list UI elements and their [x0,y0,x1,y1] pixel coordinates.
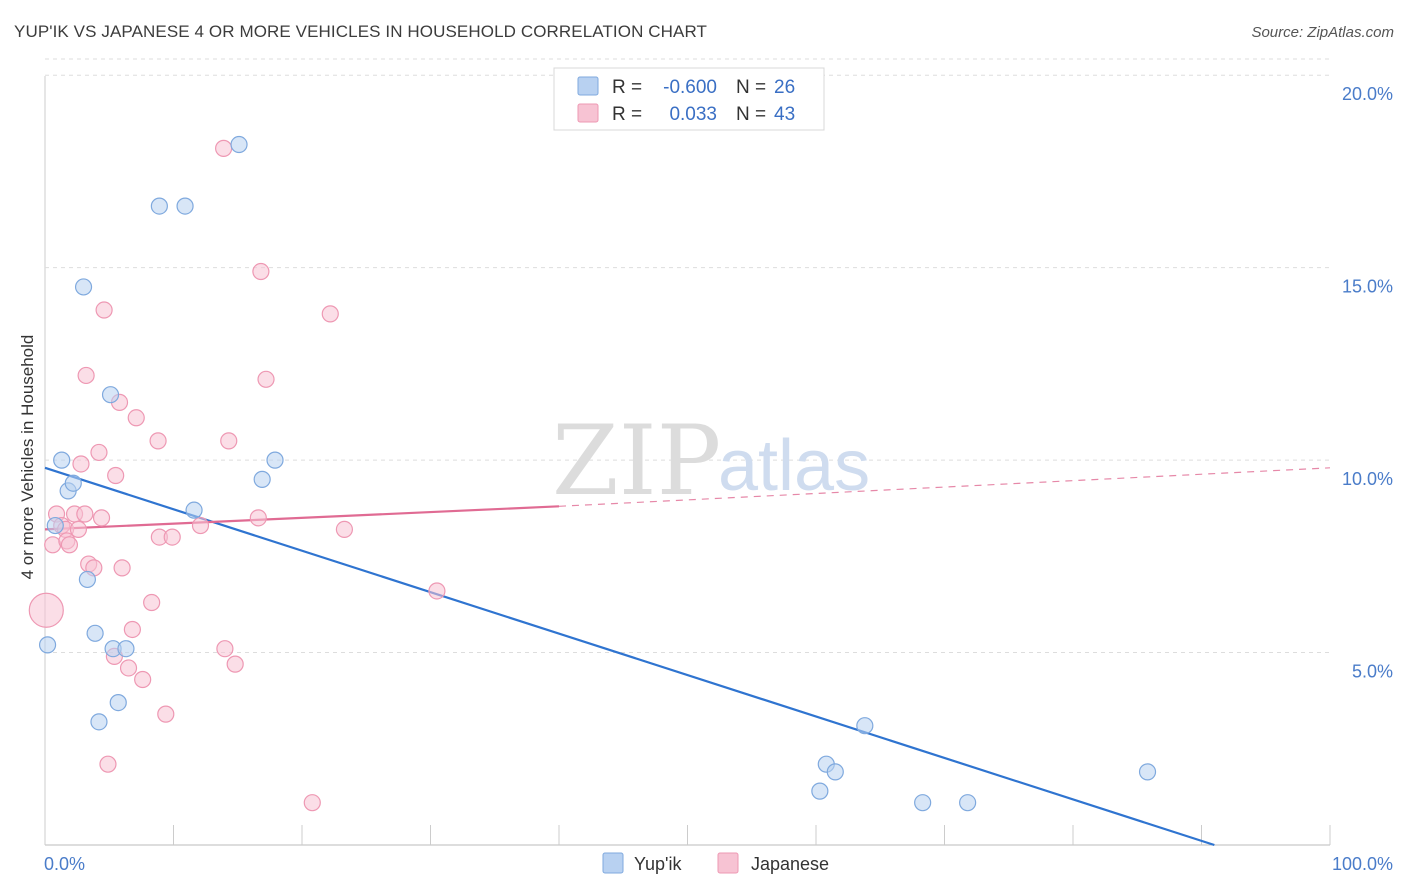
japanese-point-40 [321,305,339,323]
series-legend-label-yupik: Yup'ik [634,854,682,874]
y-tick-label-2: 15.0% [1342,277,1393,297]
japanese-point-39 [303,794,321,812]
legend-r-label-1: R = [612,77,642,98]
trend-lines [44,466,1331,847]
yupik-point-1 [46,516,64,535]
japanese-point-25 [134,670,152,689]
x-tick-label-right: 100.0% [1332,854,1393,874]
japanese-point-8 [69,520,88,539]
japanese-point-0 [28,592,64,628]
watermark-atlas: atlas [718,426,870,506]
japanese-point-42 [428,582,446,600]
yupik-point-21 [826,763,844,781]
japanese-points [28,139,446,812]
japanese-point-26 [143,593,161,612]
stats-legend: R = -0.600 N = 26 R = 0.033 N = 43 [553,67,825,131]
legend-n-value-1: 26 [774,77,795,98]
japanese-point-29 [157,705,175,723]
japanese-point-1 [44,536,62,554]
trend-line-yupik [44,466,1215,847]
yupik-point-6 [78,570,97,589]
legend-n-value-2: 43 [774,104,795,125]
source-label: Source: ZipAtlas.com [1251,24,1394,41]
legend-swatch-yupik [577,76,599,96]
japanese-point-41 [335,520,354,539]
yupik-point-16 [230,135,248,154]
trend-line-japanese [44,505,560,531]
japanese-point-15 [92,509,111,527]
japanese-point-14 [90,443,108,462]
legend-swatch-japanese [577,103,599,123]
japanese-point-35 [226,655,244,673]
yupik-point-14 [176,197,194,215]
japanese-point-22 [119,659,138,677]
japanese-point-38 [257,370,275,388]
japanese-point-32 [215,139,233,157]
yupik-point-25 [1138,763,1157,781]
chart-title: YUP'IK VS JAPANESE 4 OR MORE VEHICLES IN… [14,22,708,41]
japanese-point-6 [60,536,79,554]
yupik-point-4 [64,474,82,492]
watermark: ZIP atlas [552,405,870,517]
y-tick-labels: 5.0% 10.0% 15.0% 20.0% [1342,84,1393,681]
japanese-point-37 [252,262,270,281]
yupik-point-9 [101,386,120,404]
yupik-point-8 [90,713,108,731]
series-legend-swatch-japanese [717,852,739,874]
yupik-point-19 [811,782,829,800]
japanese-point-33 [216,640,234,658]
yupik-points [38,135,1157,812]
legend-r-label-2: R = [612,104,642,125]
series-legend: Yup'ik Japanese [602,852,829,874]
yupik-point-13 [150,197,168,215]
japanese-point-16 [95,301,113,319]
legend-n-label-1: N = [736,77,766,98]
legend-n-label-2: N = [736,104,766,125]
japanese-point-23 [123,620,141,639]
yupik-point-24 [959,794,977,812]
japanese-point-34 [220,432,238,450]
yupik-point-7 [86,624,104,642]
x-tick-label-left: 0.0% [44,854,85,874]
y-tick-label-1: 10.0% [1342,469,1393,489]
y-axis-label: 4 or more Vehicles in Household [18,335,37,580]
x-tick-marks [44,825,1331,845]
series-legend-label-japanese: Japanese [751,854,829,874]
yupik-point-12 [117,640,135,658]
yupik-point-5 [74,278,93,296]
japanese-point-31 [191,516,210,535]
japanese-point-10 [76,505,94,523]
yupik-point-18 [266,451,284,469]
japanese-point-17 [99,755,117,773]
legend-r-value-2: 0.033 [669,104,717,125]
y-tick-label-0: 5.0% [1352,662,1393,682]
stats-legend-box [553,67,825,131]
japanese-point-9 [72,455,90,473]
yupik-point-23 [914,794,932,812]
japanese-point-11 [77,366,95,385]
japanese-point-18 [107,466,125,485]
yupik-point-17 [253,470,271,488]
japanese-point-24 [127,409,145,427]
trend-line-japanese-extension [558,467,1331,507]
series-legend-swatch-yupik [602,852,624,874]
watermark-zip: ZIP [552,405,721,517]
yupik-point-11 [109,693,127,712]
yupik-point-2 [53,451,71,469]
legend-r-value-1: -0.600 [663,77,717,98]
yupik-point-0 [38,636,57,654]
japanese-point-21 [113,559,131,577]
y-tick-label-3: 20.0% [1342,84,1393,104]
yupik-point-15 [185,501,203,519]
japanese-point-27 [149,432,167,450]
japanese-point-36 [249,509,267,527]
yupik-point-22 [856,717,874,735]
japanese-point-30 [163,528,181,546]
